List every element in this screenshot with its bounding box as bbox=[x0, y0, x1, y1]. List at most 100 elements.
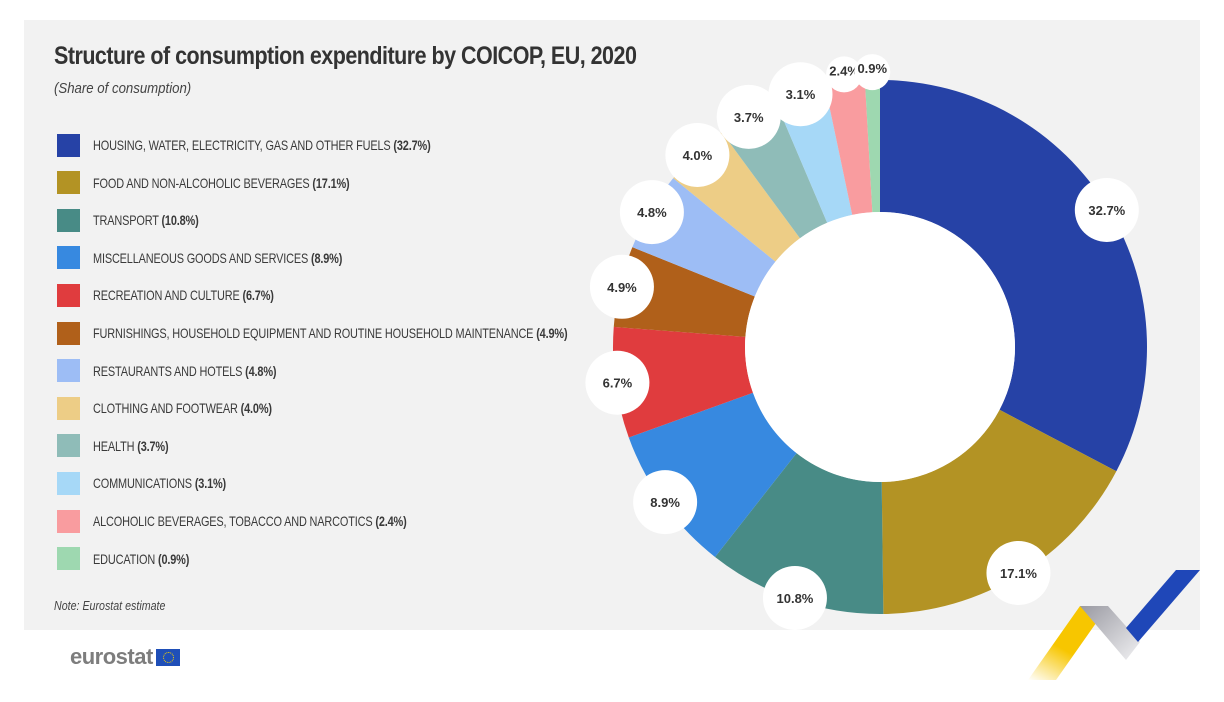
legend-swatch bbox=[57, 509, 80, 533]
legend-swatch bbox=[57, 434, 80, 458]
data-label-text: 17.1% bbox=[1000, 566, 1037, 581]
data-label-text: 10.8% bbox=[777, 591, 814, 606]
donut-slice bbox=[864, 80, 880, 213]
donut-slice bbox=[715, 453, 884, 615]
data-label: 6.7% bbox=[585, 350, 650, 415]
legend-swatch bbox=[57, 246, 80, 270]
legend-item: HEALTH (3.7%) bbox=[57, 434, 190, 458]
legend-category: FURNISHINGS, HOUSEHOLD EQUIPMENT AND ROU… bbox=[93, 325, 534, 341]
legend-swatch bbox=[57, 321, 80, 345]
legend-category: MISCELLANEOUS GOODS AND SERVICES bbox=[93, 249, 309, 266]
data-label-bubble bbox=[619, 180, 684, 245]
data-label-text: 4.9% bbox=[607, 280, 637, 295]
data-label: 4.0% bbox=[665, 122, 730, 187]
legend-label: TRANSPORT (10.8%) bbox=[93, 212, 199, 228]
chart-subtitle: (Share of consumption) bbox=[54, 80, 192, 97]
legend-swatch bbox=[57, 133, 80, 157]
legend-value: (2.4%) bbox=[375, 513, 407, 529]
legend-value: (4.0%) bbox=[240, 400, 272, 417]
legend-item: EDUCATION (0.9%) bbox=[57, 547, 216, 571]
eurostat-ribbon-decoration bbox=[1028, 570, 1200, 680]
legend-category: CLOTHING AND FOOTWEAR bbox=[93, 400, 238, 417]
legend-value: (10.8%) bbox=[161, 212, 199, 229]
legend-value: (17.1%) bbox=[312, 174, 350, 191]
ribbon-blue bbox=[1126, 570, 1200, 642]
legend-swatch bbox=[57, 208, 80, 232]
legend-label: HOUSING, WATER, ELECTRICITY, GAS AND OTH… bbox=[93, 137, 431, 153]
legend-value: (6.7%) bbox=[242, 287, 274, 304]
legend-item: CLOTHING AND FOOTWEAR (4.0%) bbox=[57, 396, 322, 420]
legend-item: FURNISHINGS, HOUSEHOLD EQUIPMENT AND ROU… bbox=[57, 321, 701, 345]
data-label-text: 3.1% bbox=[786, 87, 816, 102]
legend-category: TRANSPORT bbox=[93, 212, 159, 229]
data-label: 3.7% bbox=[716, 84, 781, 149]
data-label-bubble bbox=[762, 565, 827, 630]
donut-slice bbox=[825, 80, 873, 215]
legend-label: HEALTH (3.7%) bbox=[93, 437, 169, 454]
data-label: 10.8% bbox=[762, 565, 827, 630]
data-label-text: 0.9% bbox=[857, 61, 887, 76]
data-label: 17.1% bbox=[986, 540, 1051, 605]
legend-label: FOOD AND NON-ALCOHOLIC BEVERAGES (17.1%) bbox=[93, 175, 350, 191]
chart-title: Structure of consumption expenditure by … bbox=[54, 42, 637, 70]
data-label-text: 4.8% bbox=[637, 205, 667, 220]
data-label: 0.9% bbox=[854, 54, 891, 91]
legend-label: RESTAURANTS AND HOTELS (4.8%) bbox=[93, 362, 277, 379]
data-label-bubble bbox=[1074, 177, 1139, 242]
footnote: Note: Eurostat estimate bbox=[54, 598, 166, 613]
data-label-text: 4.0% bbox=[683, 148, 713, 163]
data-label-bubble bbox=[716, 84, 781, 149]
data-label-bubble bbox=[768, 62, 833, 127]
logo-text: eurostat bbox=[70, 644, 153, 669]
legend-item: COMMUNICATIONS (3.1%) bbox=[57, 471, 264, 495]
data-label-text: 32.7% bbox=[1088, 203, 1125, 218]
legend-swatch bbox=[57, 171, 80, 195]
data-label-text: 6.7% bbox=[603, 376, 633, 391]
legend-category: EDUCATION bbox=[93, 550, 156, 567]
legend-item: RECREATION AND CULTURE (6.7%) bbox=[57, 283, 325, 307]
legend-category: FOOD AND NON-ALCOHOLIC BEVERAGES bbox=[93, 174, 310, 191]
legend-label: CLOTHING AND FOOTWEAR (4.0%) bbox=[93, 400, 272, 416]
legend-label: MISCELLANEOUS GOODS AND SERVICES (8.9%) bbox=[93, 250, 342, 266]
legend-value: (3.7%) bbox=[137, 437, 169, 454]
legend-value: (32.7%) bbox=[393, 137, 431, 153]
donut-slice bbox=[613, 247, 755, 337]
legend-value: (4.8%) bbox=[245, 362, 277, 379]
data-label-bubble bbox=[633, 470, 698, 535]
legend-label: RECREATION AND CULTURE (6.7%) bbox=[93, 287, 274, 303]
data-label: 2.4% bbox=[826, 56, 863, 93]
legend-swatch bbox=[57, 396, 80, 420]
legend-swatch bbox=[57, 547, 80, 571]
data-label-bubble bbox=[589, 254, 654, 319]
ribbon-yellow bbox=[1028, 606, 1108, 680]
data-label: 32.7% bbox=[1074, 177, 1139, 242]
legend-category: ALCOHOLIC BEVERAGES, TOBACCO AND NARCOTI… bbox=[93, 513, 373, 529]
data-label-bubble bbox=[665, 122, 730, 187]
legend-value: (8.9%) bbox=[310, 249, 343, 266]
data-label: 4.9% bbox=[589, 254, 654, 319]
data-label-bubble bbox=[826, 56, 863, 93]
legend-item: FOOD AND NON-ALCOHOLIC BEVERAGES (17.1%) bbox=[57, 171, 422, 195]
legend-category: HEALTH bbox=[93, 437, 135, 454]
legend-item: RESTAURANTS AND HOTELS (4.8%) bbox=[57, 359, 328, 383]
legend-value: (0.9%) bbox=[157, 550, 190, 567]
data-label-bubble bbox=[585, 350, 650, 415]
legend-swatch bbox=[57, 471, 80, 495]
legend-category: RECREATION AND CULTURE bbox=[93, 287, 240, 304]
legend-category: HOUSING, WATER, ELECTRICITY, GAS AND OTH… bbox=[93, 137, 391, 153]
legend-swatch bbox=[57, 283, 80, 307]
legend-value: (3.1%) bbox=[194, 475, 227, 492]
data-label-bubble bbox=[854, 54, 891, 91]
data-label: 4.8% bbox=[619, 180, 684, 245]
legend-category: RESTAURANTS AND HOTELS bbox=[93, 362, 243, 379]
donut-slice bbox=[628, 392, 797, 557]
data-label-text: 3.7% bbox=[734, 110, 764, 125]
legend-item: ALCOHOLIC BEVERAGES, TOBACCO AND NARCOTI… bbox=[57, 509, 495, 533]
legend-label: FURNISHINGS, HOUSEHOLD EQUIPMENT AND ROU… bbox=[93, 325, 568, 341]
legend-label: COMMUNICATIONS (3.1%) bbox=[93, 475, 226, 491]
legend-item: MISCELLANEOUS GOODS AND SERVICES (8.9%) bbox=[57, 246, 413, 270]
legend-swatch bbox=[57, 359, 80, 383]
legend-value: (4.9%) bbox=[536, 325, 568, 341]
data-label-bubble bbox=[986, 540, 1051, 605]
